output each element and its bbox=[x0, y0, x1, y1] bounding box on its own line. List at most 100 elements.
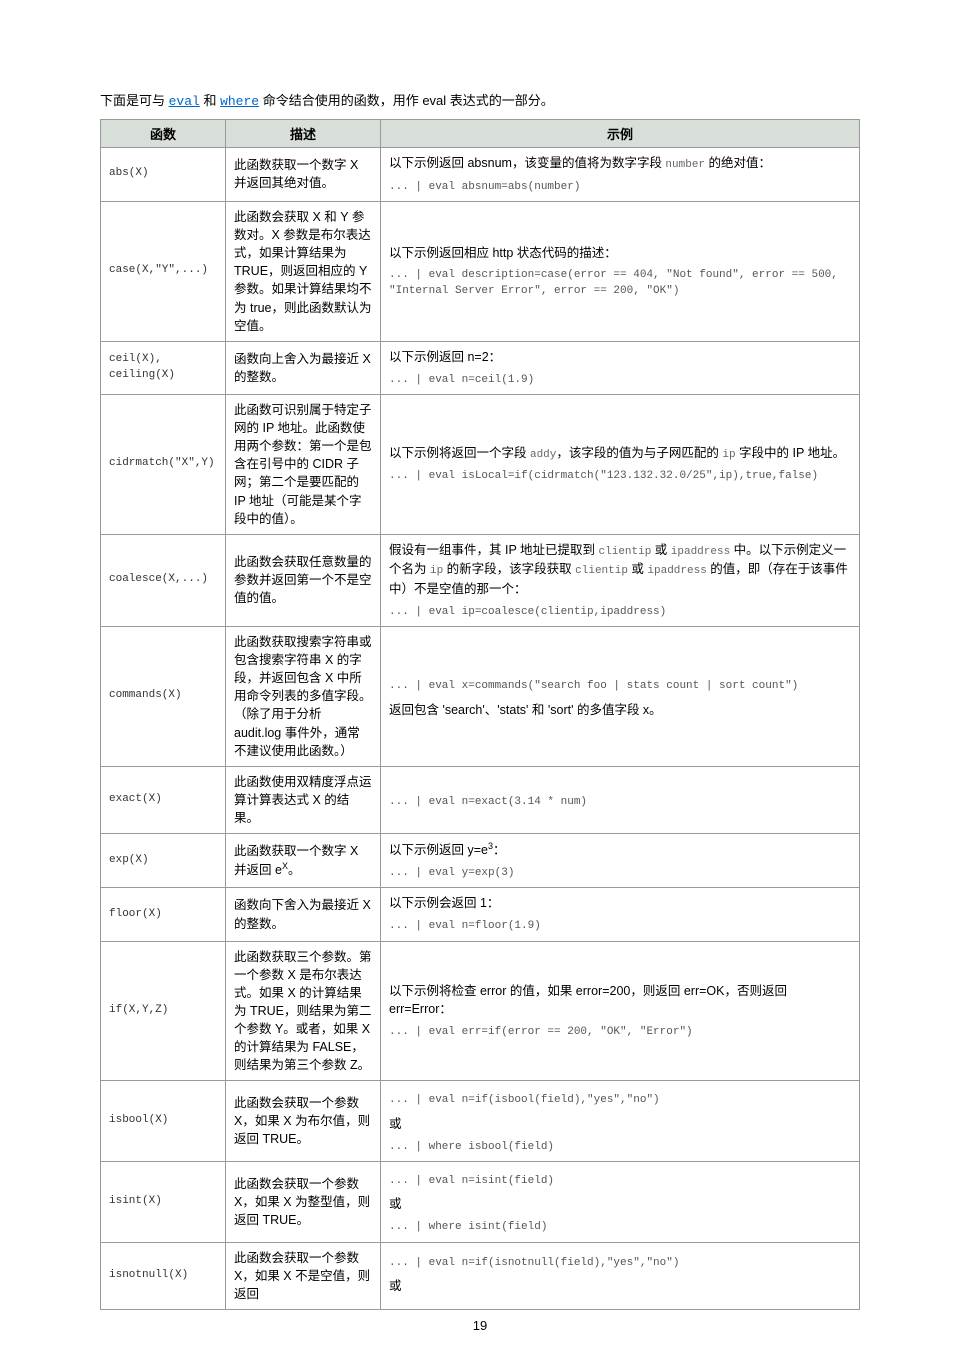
ex-text: 以下示例返回相应 http 状态代码的描述： bbox=[389, 244, 851, 263]
func-example: 以下示例会返回 1： ... | eval n=floor(1.9) bbox=[381, 888, 860, 941]
ex-code: ... | eval err=if(error == 200, "OK", "E… bbox=[389, 1025, 851, 1040]
func-example: 以下示例返回 absnum，该变量的值将为数字字段 number 的绝对值： .… bbox=[381, 148, 860, 202]
t1: 假设有一组事件，其 IP 地址已提取到 bbox=[389, 543, 599, 557]
func-example: 以下示例返回 y=e3： ... | eval y=exp(3) bbox=[381, 834, 860, 888]
ex-mid: 或 bbox=[389, 1115, 851, 1134]
table-row: cidrmatch("X",Y) 此函数可识别属于特定子网的 IP 地址。此函数… bbox=[101, 394, 860, 534]
func-desc: 此函数获取搜索字符串或包含搜索字符串 X 的字段，并返回包含 X 中所用命令列表… bbox=[226, 626, 381, 766]
ex-code2: ... | where isbool(field) bbox=[389, 1140, 851, 1155]
table-header-row: 函数 描述 示例 bbox=[101, 120, 860, 148]
func-example: 以下示例将返回一个字段 addy，该字段的值为与子网匹配的 ip 字段中的 IP… bbox=[381, 394, 860, 534]
t5: 或 bbox=[628, 562, 647, 576]
func-example: ... | eval x=commands("search foo | stat… bbox=[381, 626, 860, 766]
func-example: ... | eval n=if(isbool(field),"yes","no"… bbox=[381, 1081, 860, 1162]
func-name: cidrmatch("X",Y) bbox=[101, 394, 226, 534]
func-name: coalesce(X,...) bbox=[101, 534, 226, 626]
ex-mid: ，该字段的值为与子网匹配的 bbox=[556, 446, 722, 460]
func-name: ceil(X), ceiling(X) bbox=[101, 341, 226, 394]
func-name: case(X,"Y",...) bbox=[101, 201, 226, 341]
func-example: ... | eval n=if(isnotnull(field),"yes","… bbox=[381, 1242, 860, 1309]
functions-table: 函数 描述 示例 abs(X) 此函数获取一个数字 X 并返回其绝对值。 以下示… bbox=[100, 119, 860, 1310]
t4: 的新字段，该字段获取 bbox=[443, 562, 575, 576]
ex-post: 字段中的 IP 地址。 bbox=[736, 446, 846, 460]
link-where[interactable]: where bbox=[220, 94, 259, 109]
table-row: isbool(X) 此函数会获取一个参数 X，如果 X 为布尔值，则返回 TRU… bbox=[101, 1081, 860, 1162]
table-row: commands(X) 此函数获取搜索字符串或包含搜索字符串 X 的字段，并返回… bbox=[101, 626, 860, 766]
func-name: abs(X) bbox=[101, 148, 226, 202]
m1: clientip bbox=[599, 546, 652, 558]
func-desc: 函数向上舍入为最接近 X 的整数。 bbox=[226, 341, 381, 394]
ex-text: 以下示例返回 y=e3： bbox=[389, 840, 851, 860]
func-example: 假设有一组事件，其 IP 地址已提取到 clientip 或 ipaddress… bbox=[381, 534, 860, 626]
func-example: ... | eval n=isint(field) 或 ... | where … bbox=[381, 1162, 860, 1243]
func-name: if(X,Y,Z) bbox=[101, 941, 226, 1081]
func-name: isbool(X) bbox=[101, 1081, 226, 1162]
func-desc: 此函数获取三个参数。第一个参数 X 是布尔表达式。如果 X 的计算结果为 TRU… bbox=[226, 941, 381, 1081]
ex-mid: 或 bbox=[389, 1277, 851, 1296]
ex-code: ... | eval y=exp(3) bbox=[389, 866, 851, 881]
func-desc: 此函数会获取 X 和 Y 参数对。X 参数是布尔表达式，如果计算结果为 TRUE… bbox=[226, 201, 381, 341]
ex-code2: ... | where isint(field) bbox=[389, 1220, 851, 1235]
ex-code1: ... | eval n=if(isnotnull(field),"yes","… bbox=[389, 1256, 851, 1271]
ex-code: ... | eval x=commands("search foo | stat… bbox=[389, 679, 851, 694]
func-example: 以下示例返回 n=2： ... | eval n=ceil(1.9) bbox=[381, 341, 860, 394]
t2: 或 bbox=[651, 543, 670, 557]
intro-text: 下面是可与 eval 和 where 命令结合使用的函数，用作 eval 表达式… bbox=[100, 90, 860, 109]
table-row: coalesce(X,...) 此函数会获取任意数量的参数并返回第一个不是空值的… bbox=[101, 534, 860, 626]
ex-inline: number bbox=[665, 159, 705, 171]
func-name: floor(X) bbox=[101, 888, 226, 941]
ex-m2: ip bbox=[722, 449, 735, 461]
m2: ipaddress bbox=[671, 546, 730, 558]
table-row: ceil(X), ceiling(X) 函数向上舍入为最接近 X 的整数。 以下… bbox=[101, 341, 860, 394]
func-name: exact(X) bbox=[101, 766, 226, 833]
func-desc: 此函数获取一个数字 X 并返回其绝对值。 bbox=[226, 148, 381, 202]
ex-text: 以下示例会返回 1： bbox=[389, 894, 851, 913]
intro-prefix: 下面是可与 bbox=[100, 93, 169, 108]
ex-code: ... | eval n=floor(1.9) bbox=[389, 919, 851, 934]
func-name: commands(X) bbox=[101, 626, 226, 766]
ex-code: ... | eval description=case(error == 404… bbox=[389, 268, 851, 299]
func-desc: 此函数会获取任意数量的参数并返回第一个不是空值的值。 bbox=[226, 534, 381, 626]
func-name: isnotnull(X) bbox=[101, 1242, 226, 1309]
ex-post: 的绝对值： bbox=[705, 156, 771, 170]
table-row: isint(X) 此函数会获取一个参数 X，如果 X 为整型值，则返回 TRUE… bbox=[101, 1162, 860, 1243]
ex-mid: 或 bbox=[389, 1195, 851, 1214]
func-desc: 此函数获取一个数字 X 并返回 eX。 bbox=[226, 834, 381, 888]
intro-suffix: 命令结合使用的函数，用作 eval 表达式的一部分。 bbox=[259, 93, 554, 108]
func-name: exp(X) bbox=[101, 834, 226, 888]
table-row: isnotnull(X) 此函数会获取一个参数 X，如果 X 不是空值，则返回 … bbox=[101, 1242, 860, 1309]
col-header-desc: 描述 bbox=[226, 120, 381, 148]
func-name: isint(X) bbox=[101, 1162, 226, 1243]
link-eval[interactable]: eval bbox=[169, 94, 200, 109]
ex-pre: 以下示例返回 absnum，该变量的值将为数字字段 bbox=[389, 156, 665, 170]
ex-m1: addy bbox=[530, 449, 556, 461]
table-row: exact(X) 此函数使用双精度浮点运算计算表达式 X 的结果。 ... | … bbox=[101, 766, 860, 833]
ex-code1: ... | eval n=isint(field) bbox=[389, 1174, 851, 1189]
ex-code: ... | eval n=ceil(1.9) bbox=[389, 373, 851, 388]
func-example: ... | eval n=exact(3.14 * num) bbox=[381, 766, 860, 833]
col-header-example: 示例 bbox=[381, 120, 860, 148]
intro-mid: 和 bbox=[200, 93, 220, 108]
table-row: floor(X) 函数向下舍入为最接近 X 的整数。 以下示例会返回 1： ..… bbox=[101, 888, 860, 941]
page-number: 19 bbox=[100, 1318, 860, 1333]
ex-code: ... | eval n=exact(3.14 * num) bbox=[389, 795, 851, 810]
func-example: 以下示例返回相应 http 状态代码的描述： ... | eval descri… bbox=[381, 201, 860, 341]
ex-code: ... | eval ip=coalesce(clientip,ipaddres… bbox=[389, 605, 851, 620]
func-desc: 此函数会获取一个参数 X，如果 X 为整型值，则返回 TRUE。 bbox=[226, 1162, 381, 1243]
func-desc: 此函数会获取一个参数 X，如果 X 不是空值，则返回 bbox=[226, 1242, 381, 1309]
ex-text: 以下示例返回 n=2： bbox=[389, 348, 851, 367]
func-example: 以下示例将检查 error 的值，如果 error=200，则返回 err=OK… bbox=[381, 941, 860, 1081]
table-row: if(X,Y,Z) 此函数获取三个参数。第一个参数 X 是布尔表达式。如果 X … bbox=[101, 941, 860, 1081]
func-desc: 此函数会获取一个参数 X，如果 X 为布尔值，则返回 TRUE。 bbox=[226, 1081, 381, 1162]
ex-pre: 以下示例将返回一个字段 bbox=[389, 446, 530, 460]
table-row: abs(X) 此函数获取一个数字 X 并返回其绝对值。 以下示例返回 absnu… bbox=[101, 148, 860, 202]
table-row: exp(X) 此函数获取一个数字 X 并返回 eX。 以下示例返回 y=e3： … bbox=[101, 834, 860, 888]
func-desc: 此函数使用双精度浮点运算计算表达式 X 的结果。 bbox=[226, 766, 381, 833]
ex-code: ... | eval isLocal=if(cidrmatch("123.132… bbox=[389, 469, 851, 484]
ex-text2: 返回包含 'search'、'stats' 和 'sort' 的多值字段 x。 bbox=[389, 701, 851, 720]
func-desc: 此函数可识别属于特定子网的 IP 地址。此函数使用两个参数：第一个是包含在引号中… bbox=[226, 394, 381, 534]
col-header-func: 函数 bbox=[101, 120, 226, 148]
table-row: case(X,"Y",...) 此函数会获取 X 和 Y 参数对。X 参数是布尔… bbox=[101, 201, 860, 341]
ex-text: 以下示例将检查 error 的值，如果 error=200，则返回 err=OK… bbox=[389, 982, 851, 1020]
m3: ip bbox=[430, 565, 443, 577]
